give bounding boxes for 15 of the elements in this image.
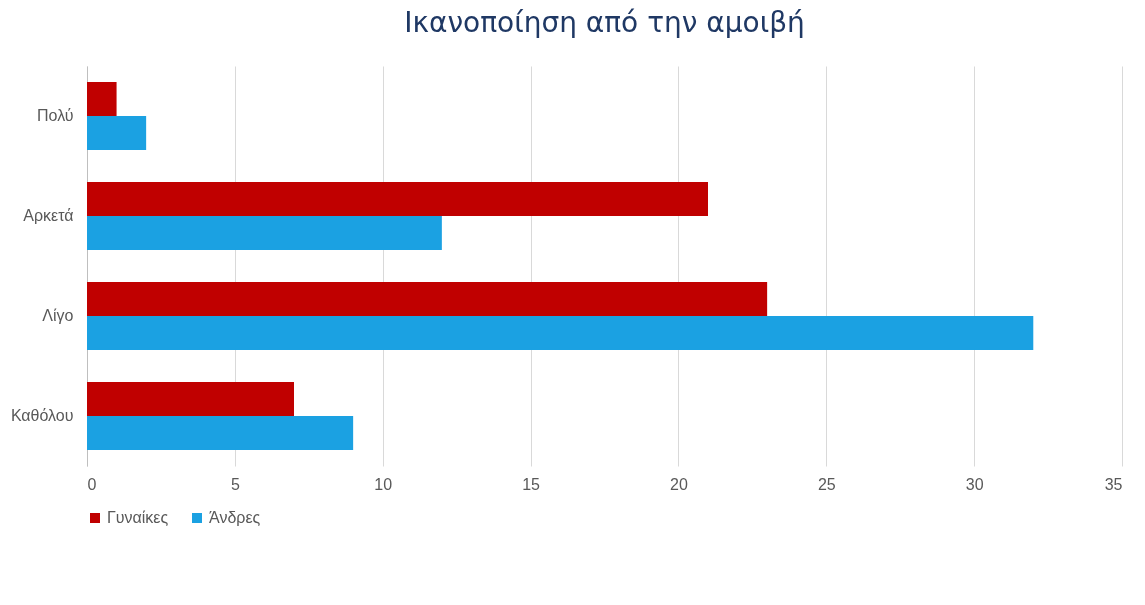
x-tick-label: 25	[817, 475, 836, 493]
x-tick-label: 30	[965, 475, 984, 493]
x-tick-label: 5	[230, 475, 240, 493]
legend-label: Γυναίκες	[107, 509, 169, 526]
x-tick-label: 15	[522, 475, 541, 493]
x-tick-label: 0	[87, 475, 97, 493]
x-tick-label: 35	[1104, 475, 1123, 493]
x-tick-label: 20	[670, 475, 688, 493]
y-tick-label: Αρκετά	[23, 207, 74, 224]
y-tick-label: Λίγο	[42, 307, 74, 324]
legend-label: Άνδρες	[209, 509, 261, 526]
y-tick-label: Καθόλου	[10, 407, 74, 424]
chart-title: Ικανοποίηση από την αμοιβή	[404, 6, 805, 39]
y-tick-label: Πολύ	[36, 107, 74, 124]
x-tick-label: 10	[374, 475, 393, 493]
